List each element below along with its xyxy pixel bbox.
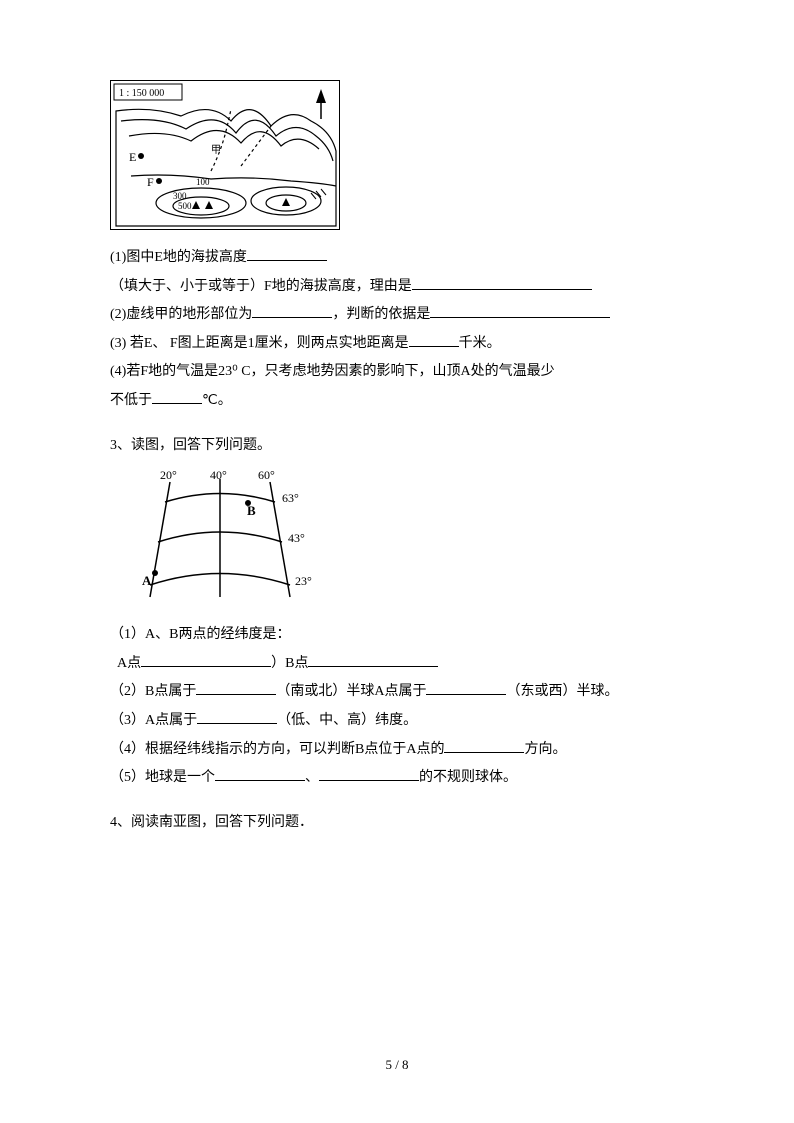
q3-title: 3、读图，回答下列问题。 [110, 433, 684, 460]
q3-line6: （5）地球是一个、的不规则球体。 [110, 765, 684, 792]
svg-text:63°: 63° [282, 491, 299, 505]
q4-title: 4、阅读南亚图，回答下列问题． [110, 810, 684, 837]
svg-text:40°: 40° [210, 468, 227, 482]
svg-text:43°: 43° [288, 531, 305, 545]
svg-text:500: 500 [178, 201, 192, 211]
page-number: 5 / 8 [0, 1053, 794, 1078]
q1-line2: （填大于、小于或等于）F地的海拔高度，理由是 [110, 274, 684, 301]
q3-line5: （4）根据经纬线指示的方向，可以判断B点位于A点的方向。 [110, 737, 684, 764]
q3-line3: （2）B点属于（南或北）半球A点属于（东或西）半球。 [110, 679, 684, 706]
q1-line4: (3) 若E、 F图上距离是1厘米，则两点实地距离是千米。 [110, 331, 684, 358]
q3-line1: （1）A、B两点的经纬度是： [110, 622, 684, 649]
svg-text:100: 100 [196, 177, 210, 187]
svg-text:20°: 20° [160, 468, 177, 482]
svg-text:B: B [247, 503, 256, 518]
svg-text:23°: 23° [295, 574, 312, 588]
q1-line6: 不低于℃。 [110, 388, 684, 415]
svg-text:E: E [129, 150, 136, 164]
svg-text:1 : 150 000: 1 : 150 000 [119, 88, 164, 99]
svg-text:60°: 60° [258, 468, 275, 482]
svg-text:甲: 甲 [211, 145, 221, 156]
lonlat-svg: 20° 40° 60° 63° 43° 23° A B [130, 467, 330, 607]
topo-svg: 1 : 150 000 E F 100 300 500 [111, 81, 341, 231]
q1-line5: (4)若F地的气温是23⁰ C，只考虑地势因素的影响下，山顶A处的气温最少 [110, 359, 684, 386]
svg-text:A: A [142, 573, 152, 588]
q3-line4: （3）A点属于（低、中、高）纬度。 [110, 708, 684, 735]
svg-text:F: F [147, 175, 154, 189]
q1-line3: (2)虚线甲的地形部位为，判断的依据是 [110, 302, 684, 329]
q3-line2: A点）B点 [110, 651, 684, 678]
topographic-map-figure: 1 : 150 000 E F 100 300 500 [110, 80, 340, 230]
longitude-latitude-figure: 20° 40° 60° 63° 43° 23° A B [130, 467, 330, 607]
q1-line1: (1)图中E地的海拔高度 [110, 245, 684, 272]
